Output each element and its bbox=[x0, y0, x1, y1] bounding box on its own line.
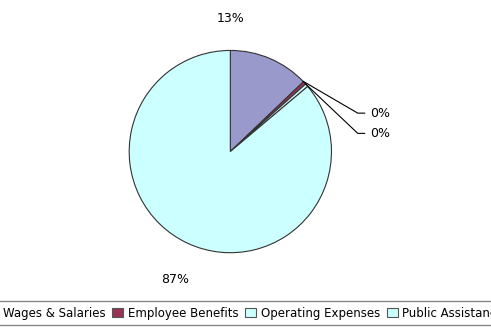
Text: 0%: 0% bbox=[370, 127, 390, 140]
Legend: Wages & Salaries, Employee Benefits, Operating Expenses, Public Assistance: Wages & Salaries, Employee Benefits, Ope… bbox=[0, 301, 491, 325]
Wedge shape bbox=[129, 50, 331, 253]
Text: 0%: 0% bbox=[370, 107, 390, 120]
Text: 87%: 87% bbox=[161, 273, 189, 286]
Wedge shape bbox=[230, 84, 308, 152]
Text: 13%: 13% bbox=[217, 12, 244, 25]
Wedge shape bbox=[230, 50, 303, 152]
Wedge shape bbox=[230, 82, 305, 152]
